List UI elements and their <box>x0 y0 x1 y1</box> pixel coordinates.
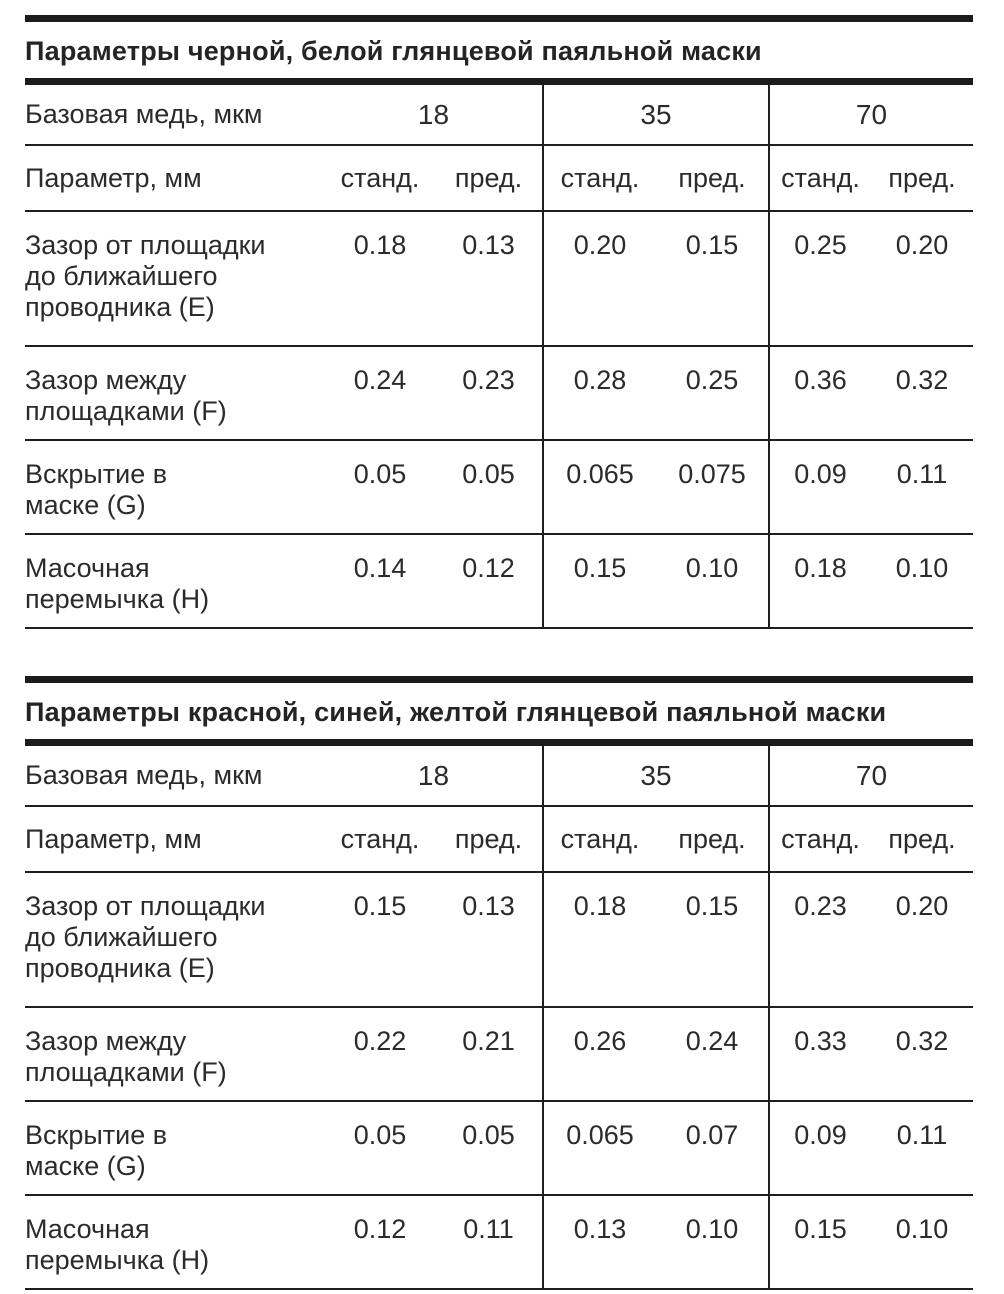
row-label: Зазор от площадки до ближайшего проводни… <box>25 211 325 347</box>
title-top-rule <box>25 15 973 22</box>
value-cell: 0.15 <box>542 534 656 629</box>
value-cell: 0.33 <box>768 1007 871 1102</box>
copper-label: Базовая медь, мкм <box>25 81 325 146</box>
value-cell: 0.05 <box>325 1101 435 1196</box>
value-cell: 0.09 <box>768 440 871 535</box>
row-label: Вскрытие в маске (G) <box>25 440 325 535</box>
value-cell: 0.10 <box>871 1195 973 1290</box>
value-cell: 0.07 <box>656 1101 769 1196</box>
param-header-row: Параметр, мм станд. пред. станд. пред. с… <box>25 806 973 873</box>
copper-value-18: 18 <box>325 742 543 807</box>
param-label: Параметр, мм <box>25 806 325 873</box>
value-cell: 0.26 <box>542 1007 656 1102</box>
value-cell: 0.20 <box>871 872 973 1008</box>
value-cell: 0.18 <box>542 872 656 1008</box>
subheader-lim: пред. <box>871 806 973 873</box>
value-cell: 0.18 <box>325 211 435 347</box>
param-label: Параметр, мм <box>25 145 325 212</box>
value-cell: 0.32 <box>871 1007 973 1102</box>
value-cell: 0.15 <box>768 1195 871 1290</box>
subheader-lim: пред. <box>871 145 973 212</box>
value-cell: 0.065 <box>542 1101 656 1196</box>
table-row-clearance-e: Зазор от площадки до ближайшего проводни… <box>25 872 973 1008</box>
value-cell: 0.11 <box>871 1101 973 1196</box>
value-cell: 0.20 <box>542 211 656 347</box>
value-cell: 0.24 <box>656 1007 769 1102</box>
value-cell: 0.25 <box>656 346 769 441</box>
table-row-opening-g: Вскрытие в маске (G) 0.05 0.05 0.065 0.0… <box>25 1101 973 1196</box>
value-cell: 0.28 <box>542 346 656 441</box>
table-row-bridge-h: Масочная перемычка (H) 0.12 0.11 0.13 0.… <box>25 1195 973 1290</box>
value-cell: 0.12 <box>435 534 543 629</box>
subheader-std: станд. <box>542 145 656 212</box>
value-cell: 0.05 <box>435 1101 543 1196</box>
value-cell: 0.11 <box>871 440 973 535</box>
value-cell: 0.065 <box>542 440 656 535</box>
copper-label: Базовая медь, мкм <box>25 742 325 807</box>
subheader-std: станд. <box>768 806 871 873</box>
value-cell: 0.25 <box>768 211 871 347</box>
copper-value-18: 18 <box>325 81 543 146</box>
value-cell: 0.14 <box>325 534 435 629</box>
row-label: Зазор от площадки до ближайшего проводни… <box>25 872 325 1008</box>
row-label: Масочная перемычка (H) <box>25 534 325 629</box>
table-row-gap-f: Зазор между площадками (F) 0.22 0.21 0.2… <box>25 1007 973 1102</box>
table-row-gap-f: Зазор между площадками (F) 0.24 0.23 0.2… <box>25 346 973 441</box>
value-cell: 0.10 <box>656 1195 769 1290</box>
subheader-std: станд. <box>542 806 656 873</box>
spec-table-red-blue-yellow: Базовая медь, мкм 18 35 70 Параметр, мм … <box>25 739 973 1290</box>
value-cell: 0.09 <box>768 1101 871 1196</box>
value-cell: 0.20 <box>871 211 973 347</box>
value-cell: 0.13 <box>542 1195 656 1290</box>
section-mask-red-blue-yellow: Параметры красной, синей, желтой глянцев… <box>25 676 973 1290</box>
value-cell: 0.21 <box>435 1007 543 1102</box>
copper-header-row: Базовая медь, мкм 18 35 70 <box>25 742 973 807</box>
value-cell: 0.18 <box>768 534 871 629</box>
param-header-row: Параметр, мм станд. пред. станд. пред. с… <box>25 145 973 212</box>
value-cell: 0.075 <box>656 440 769 535</box>
copper-value-35: 35 <box>542 81 769 146</box>
subheader-lim: пред. <box>656 806 769 873</box>
row-label: Масочная перемычка (H) <box>25 1195 325 1290</box>
value-cell: 0.15 <box>656 211 769 347</box>
value-cell: 0.15 <box>325 872 435 1008</box>
title-top-rule <box>25 676 973 683</box>
copper-value-70: 70 <box>768 742 973 807</box>
section-title: Параметры черной, белой глянцевой паяльн… <box>25 36 762 66</box>
subheader-std: станд. <box>325 806 435 873</box>
copper-value-35: 35 <box>542 742 769 807</box>
row-label: Вскрытие в маске (G) <box>25 1101 325 1196</box>
spec-table-black-white: Базовая медь, мкм 18 35 70 Параметр, мм … <box>25 78 973 629</box>
value-cell: 0.32 <box>871 346 973 441</box>
value-cell: 0.05 <box>325 440 435 535</box>
value-cell: 0.10 <box>871 534 973 629</box>
row-label: Зазор между площадками (F) <box>25 1007 325 1102</box>
value-cell: 0.10 <box>656 534 769 629</box>
value-cell: 0.11 <box>435 1195 543 1290</box>
subheader-lim: пред. <box>435 806 543 873</box>
subheader-lim: пред. <box>435 145 543 212</box>
subheader-std: станд. <box>768 145 871 212</box>
row-label: Зазор между площадками (F) <box>25 346 325 441</box>
value-cell: 0.13 <box>435 872 543 1008</box>
copper-value-70: 70 <box>768 81 973 146</box>
value-cell: 0.24 <box>325 346 435 441</box>
value-cell: 0.23 <box>768 872 871 1008</box>
table-row-bridge-h: Масочная перемычка (H) 0.14 0.12 0.15 0.… <box>25 534 973 629</box>
subheader-std: станд. <box>325 145 435 212</box>
value-cell: 0.13 <box>435 211 543 347</box>
value-cell: 0.23 <box>435 346 543 441</box>
value-cell: 0.12 <box>325 1195 435 1290</box>
value-cell: 0.15 <box>656 872 769 1008</box>
table-row-clearance-e: Зазор от площадки до ближайшего проводни… <box>25 211 973 347</box>
value-cell: 0.22 <box>325 1007 435 1102</box>
value-cell: 0.05 <box>435 440 543 535</box>
table-row-opening-g: Вскрытие в маске (G) 0.05 0.05 0.065 0.0… <box>25 440 973 535</box>
value-cell: 0.36 <box>768 346 871 441</box>
section-title: Параметры красной, синей, желтой глянцев… <box>25 697 887 727</box>
copper-header-row: Базовая медь, мкм 18 35 70 <box>25 81 973 146</box>
subheader-lim: пред. <box>656 145 769 212</box>
section-mask-black-white: Параметры черной, белой глянцевой паяльн… <box>25 15 973 629</box>
